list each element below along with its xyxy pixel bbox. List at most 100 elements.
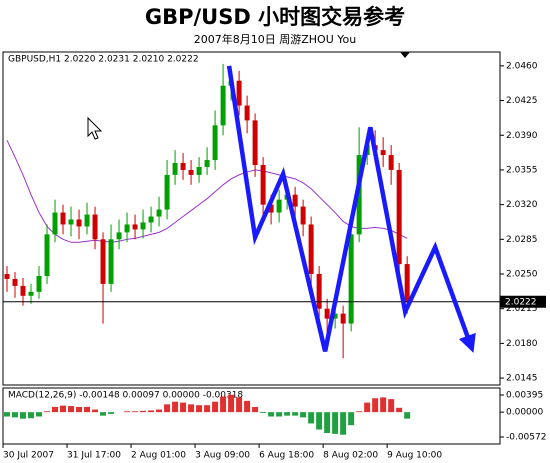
macd-bar	[84, 406, 91, 413]
macd-bar	[140, 410, 147, 413]
candle-body	[172, 163, 178, 175]
candle-body	[204, 160, 210, 167]
candle-body	[316, 274, 322, 309]
macd-bar	[236, 397, 243, 413]
macd-bar	[252, 406, 259, 413]
candle-body	[340, 313, 346, 324]
macd-bar	[28, 412, 35, 419]
candle-body	[44, 234, 50, 276]
macd-bar	[260, 412, 267, 414]
y-tick-label: -0.00572	[506, 433, 546, 443]
y-tick-label: 2.0355	[506, 165, 538, 175]
candle-body	[308, 224, 314, 274]
candle-body	[20, 285, 26, 296]
candle-body	[156, 209, 162, 217]
candle-body	[4, 274, 10, 279]
forecast-line	[226, 65, 476, 353]
macd-bar	[124, 411, 131, 413]
shift-marker	[400, 52, 410, 58]
macd-bar	[220, 396, 227, 413]
candle-body	[140, 222, 146, 230]
candle-body	[292, 194, 298, 207]
candle-body	[68, 219, 74, 225]
x-tick-label: 8 Aug 02:00	[323, 451, 378, 461]
candle-body	[276, 199, 282, 213]
macd-bar	[388, 399, 395, 413]
candle-body	[324, 308, 330, 319]
macd-bar	[204, 405, 211, 413]
macd-bar	[52, 406, 59, 413]
macd-label: MACD(12,26,9) -0.00148 0.00097 0.00000 -…	[8, 391, 243, 401]
chart-subtitle: 2007年8月10日 周游ZHOU You	[194, 32, 356, 46]
candle-body	[388, 155, 394, 170]
candle-body	[100, 239, 106, 284]
candle-body	[300, 206, 306, 225]
y-tick-label: 2.0425	[506, 96, 538, 106]
macd-bar	[196, 405, 203, 413]
macd-bar	[164, 404, 171, 413]
macd-bar	[132, 411, 139, 413]
macd-bar	[100, 412, 107, 416]
macd-panel	[2, 387, 501, 445]
candle-body	[188, 169, 194, 175]
macd-bar	[308, 412, 315, 424]
candle-body	[76, 219, 82, 227]
candle-body	[220, 85, 226, 126]
candle-body	[396, 169, 402, 265]
macd-bar	[396, 407, 403, 413]
candle-body	[52, 212, 58, 235]
candle-body	[12, 278, 18, 286]
macd-bar	[284, 412, 291, 416]
macd-bar	[20, 412, 27, 419]
candle-body	[132, 224, 138, 230]
macd-bar	[108, 412, 115, 414]
macd-bar	[348, 412, 355, 426]
candle-body	[84, 214, 90, 227]
last-price-label: 2.0222	[505, 297, 537, 307]
macd-bar	[60, 405, 67, 413]
candle-body	[92, 214, 98, 240]
candle-body	[332, 313, 338, 319]
candle-body	[268, 204, 274, 213]
x-tick-label: 2 Aug 01:00	[131, 451, 186, 461]
candle-body	[28, 291, 34, 296]
x-tick-label: 30 Jul 2007	[3, 451, 54, 461]
x-tick-label: 9 Aug 10:00	[387, 451, 442, 461]
cursor	[87, 116, 103, 140]
candle-body	[124, 224, 130, 233]
macd-bar	[372, 398, 379, 413]
y-tick-label: 2.0460	[506, 61, 538, 71]
macd-bar	[172, 401, 179, 413]
candle-body	[380, 150, 386, 156]
macd-bar	[300, 412, 307, 418]
y-tick-label: 2.0390	[506, 131, 538, 141]
macd-bar	[244, 400, 251, 413]
macd-bar	[404, 412, 411, 419]
macd-bar	[212, 401, 219, 413]
macd-bar	[268, 412, 275, 417]
macd-bar	[276, 412, 283, 417]
macd-bar	[44, 411, 51, 413]
candle-body	[356, 155, 362, 235]
candle-body	[196, 166, 202, 175]
y-tick-label: 2.0180	[506, 339, 538, 349]
candle-body	[164, 174, 170, 210]
candle-body	[212, 125, 218, 161]
macd-bar	[340, 412, 347, 435]
candle-body	[260, 164, 266, 205]
macd-bar	[4, 412, 11, 417]
macd-bar	[316, 412, 323, 430]
y-tick-label: 2.0145	[506, 374, 538, 384]
candle-body	[180, 163, 186, 170]
last-price-box	[500, 295, 546, 308]
macd-bar	[92, 409, 99, 413]
y-tick-label: 0.00395	[506, 390, 543, 400]
y-tick-label: 2.0320	[506, 200, 538, 210]
main-label: GBPUSD,H1 2.0220 2.0231 2.0210 2.0222	[8, 55, 199, 65]
candle-body	[404, 264, 410, 302]
y-tick-label: 2.0250	[506, 270, 538, 280]
x-tick-label: 6 Aug 18:00	[259, 451, 314, 461]
candle-body	[244, 105, 250, 121]
macd-bar	[36, 412, 43, 417]
